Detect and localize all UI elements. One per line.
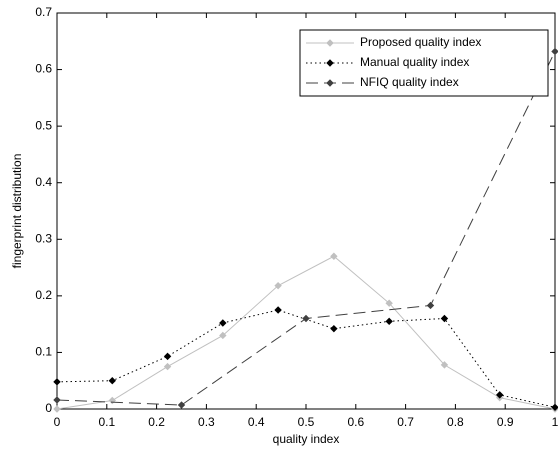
marker [302,314,310,323]
marker [385,299,393,307]
marker [551,47,558,56]
marker [326,59,334,67]
legend-label: NFIQ quality index [360,75,459,89]
y-tick-label: 0.4 [35,175,52,189]
marker [274,281,282,290]
marker [385,317,393,326]
marker [177,401,186,409]
x-axis-label: quality index [273,432,340,446]
marker [326,39,334,47]
marker [426,301,435,310]
series-line [56,255,556,410]
y-tick-label: 0.2 [35,288,52,302]
x-tick-label: 0.4 [248,415,265,429]
y-tick-label: 0.6 [35,62,52,76]
marker [108,377,116,385]
y-axis-label: fingerprint distribution [10,154,24,269]
marker [440,361,449,369]
marker [326,79,334,87]
marker [219,319,227,327]
legend-label: Proposed quality index [360,35,481,49]
x-tick-label: 0.2 [148,415,165,429]
y-tick-label: 0.7 [35,5,52,19]
marker [53,396,61,404]
x-tick-label: 0.1 [98,415,115,429]
y-tick-label: 0.5 [35,118,52,132]
x-tick-label: 0.3 [198,415,215,429]
marker [163,352,172,361]
legend-label: Manual quality index [360,55,469,69]
marker [496,391,504,399]
marker [330,252,338,260]
x-tick-label: 0 [54,415,61,429]
marker [551,403,558,412]
x-tick-label: 0.6 [347,415,364,429]
x-tick-label: 0.8 [447,415,464,429]
y-tick-label: 0.3 [35,231,52,245]
marker [219,331,227,340]
x-tick-label: 0.9 [497,415,514,429]
y-tick-label: 0.1 [35,345,52,359]
x-tick-label: 1 [552,415,558,429]
x-tick-label: 0.7 [397,415,414,429]
marker [163,362,172,371]
marker [274,306,282,314]
marker [53,378,61,386]
x-tick-label: 0.5 [298,415,315,429]
legend-box [299,29,549,97]
marker [330,324,338,333]
marker [53,405,61,413]
y-tick-label: 0 [45,401,52,415]
marker [440,314,449,323]
